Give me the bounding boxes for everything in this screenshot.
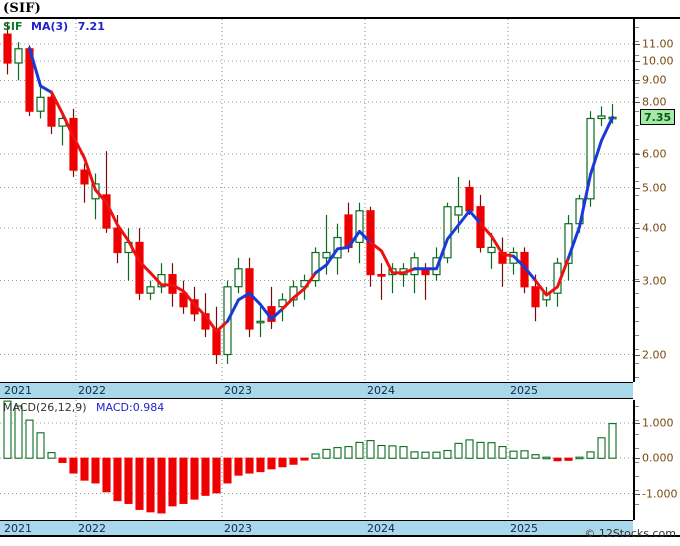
price-chart-panel[interactable]: SIF MA(3) 7.21 bbox=[0, 19, 633, 382]
year-tick-label: 2024 bbox=[367, 522, 395, 535]
year-tick-label: 2023 bbox=[224, 384, 252, 397]
price-axis-label: 11.00 bbox=[642, 37, 674, 51]
price-axis-label: 3.00 bbox=[642, 274, 667, 288]
macd-axis-tick bbox=[635, 422, 640, 424]
price-axis-tick bbox=[635, 228, 640, 230]
price-axis-minor-tick bbox=[635, 307, 639, 308]
price-axis-minor-tick bbox=[635, 349, 639, 350]
price-axis-label: 5.00 bbox=[642, 181, 667, 194]
macd-chart-panel[interactable]: MACD(26,12,9) MACD:0.984 bbox=[0, 400, 633, 520]
price-axis-minor-tick bbox=[635, 251, 639, 252]
macd-legend: MACD(26,12,9) MACD:0.984 bbox=[3, 401, 164, 414]
year-tick-label: 2023 bbox=[224, 522, 252, 535]
page-title: (SIF) bbox=[3, 1, 42, 16]
price-axis-label: 10.00 bbox=[642, 54, 674, 68]
macd-axis-minor-tick bbox=[635, 476, 639, 477]
price-axis-minor-tick bbox=[635, 55, 639, 56]
macd-axis-line bbox=[633, 400, 635, 520]
price-axis-label: 8.00 bbox=[642, 95, 667, 109]
price-axis-label: 4.00 bbox=[642, 221, 667, 235]
year-tick-label: 2025 bbox=[510, 522, 538, 535]
macd-x-axis-year-band: 2021 2022 2023 2024 2025 bbox=[0, 520, 633, 537]
macd-axis-label: 1.000 bbox=[642, 416, 674, 430]
price-axis-minor-tick bbox=[635, 223, 639, 224]
price-axis-line bbox=[633, 19, 635, 382]
macd-axis-label: -1.000 bbox=[642, 487, 678, 500]
legend-ma-label: MA(3) bbox=[31, 20, 69, 33]
price-candlestick-svg bbox=[0, 19, 633, 382]
price-legend: SIF MA(3) 7.21 bbox=[3, 20, 105, 33]
price-axis-minor-tick bbox=[635, 125, 639, 126]
price-axis-minor-tick bbox=[635, 209, 639, 210]
price-axis-tick bbox=[635, 43, 640, 45]
title-divider bbox=[0, 17, 680, 19]
year-tick-label: 2024 bbox=[367, 384, 395, 397]
macd-axis-minor-tick bbox=[635, 420, 639, 421]
macd-indicator-name: MACD(26,12,9) bbox=[3, 401, 87, 414]
price-axis-tick bbox=[635, 354, 640, 356]
last-price-marker: 7.35 bbox=[640, 109, 676, 126]
macd-axis-minor-tick bbox=[635, 504, 639, 505]
price-axis-minor-tick bbox=[635, 167, 639, 168]
price-axis-minor-tick bbox=[635, 97, 639, 98]
price-axis-tick bbox=[635, 61, 640, 63]
price-y-axis: 7.35 11.00 10.00 9.00 8.00 6.00 5.00 4.00 3.00 2… bbox=[633, 19, 680, 382]
price-axis-tick bbox=[635, 101, 640, 103]
price-axis-minor-tick bbox=[635, 363, 639, 364]
footer-strip bbox=[0, 537, 680, 546]
macd-axis-minor-tick bbox=[635, 406, 639, 407]
price-axis-minor-tick bbox=[635, 41, 639, 42]
price-axis-minor-tick bbox=[635, 153, 639, 154]
price-axis-label: 9.00 bbox=[642, 73, 667, 87]
price-axis-minor-tick bbox=[635, 279, 639, 280]
price-axis-tick bbox=[635, 280, 640, 282]
price-axis-tick bbox=[635, 187, 640, 189]
year-tick-label: 2022 bbox=[78, 522, 106, 535]
macd-y-axis: 1.000 0.000 -1.000 bbox=[633, 400, 680, 520]
price-axis-tick bbox=[635, 80, 640, 82]
price-axis-minor-tick bbox=[635, 293, 639, 294]
year-tick-label: 2025 bbox=[510, 384, 538, 397]
price-x-axis-year-band: 2021 2022 2023 2024 2025 bbox=[0, 382, 633, 399]
price-axis-minor-tick bbox=[635, 237, 639, 238]
price-axis-minor-tick bbox=[635, 69, 639, 70]
macd-axis-tick bbox=[635, 493, 640, 495]
year-tick-label: 2021 bbox=[4, 522, 32, 535]
price-axis-minor-tick bbox=[635, 195, 639, 196]
price-axis-minor-tick bbox=[635, 83, 639, 84]
chart-title-bar: (SIF) bbox=[0, 0, 680, 18]
legend-ma-value: 7.21 bbox=[77, 20, 105, 33]
price-axis-label: 6.00 bbox=[642, 147, 667, 161]
macd-axis-minor-tick bbox=[635, 434, 639, 435]
macd-axis-label: 0.000 bbox=[642, 451, 674, 465]
macd-axis-minor-tick bbox=[635, 462, 639, 463]
axis-corner-filler bbox=[633, 520, 680, 537]
macd-axis-minor-tick bbox=[635, 448, 639, 449]
price-axis-minor-tick bbox=[635, 139, 639, 140]
macd-indicator-value: MACD:0.984 bbox=[96, 401, 165, 414]
price-axis-minor-tick bbox=[635, 377, 639, 378]
macd-histogram-svg bbox=[0, 400, 633, 520]
price-axis-label: 2.00 bbox=[642, 348, 667, 361]
price-axis-minor-tick bbox=[635, 181, 639, 182]
macd-axis-tick bbox=[635, 458, 640, 460]
year-tick-label: 2022 bbox=[78, 384, 106, 397]
year-tick-label: 2021 bbox=[4, 384, 32, 397]
price-axis-minor-tick bbox=[635, 321, 639, 322]
legend-symbol: SIF bbox=[3, 20, 23, 33]
price-axis-minor-tick bbox=[635, 27, 639, 28]
price-axis-tick bbox=[635, 154, 640, 156]
price-axis-minor-tick bbox=[635, 111, 639, 112]
price-axis-minor-tick bbox=[635, 265, 639, 266]
copyright-credit: © 12Stocks.com bbox=[584, 527, 676, 540]
macd-axis-minor-tick bbox=[635, 490, 639, 491]
price-axis-minor-tick bbox=[635, 335, 639, 336]
